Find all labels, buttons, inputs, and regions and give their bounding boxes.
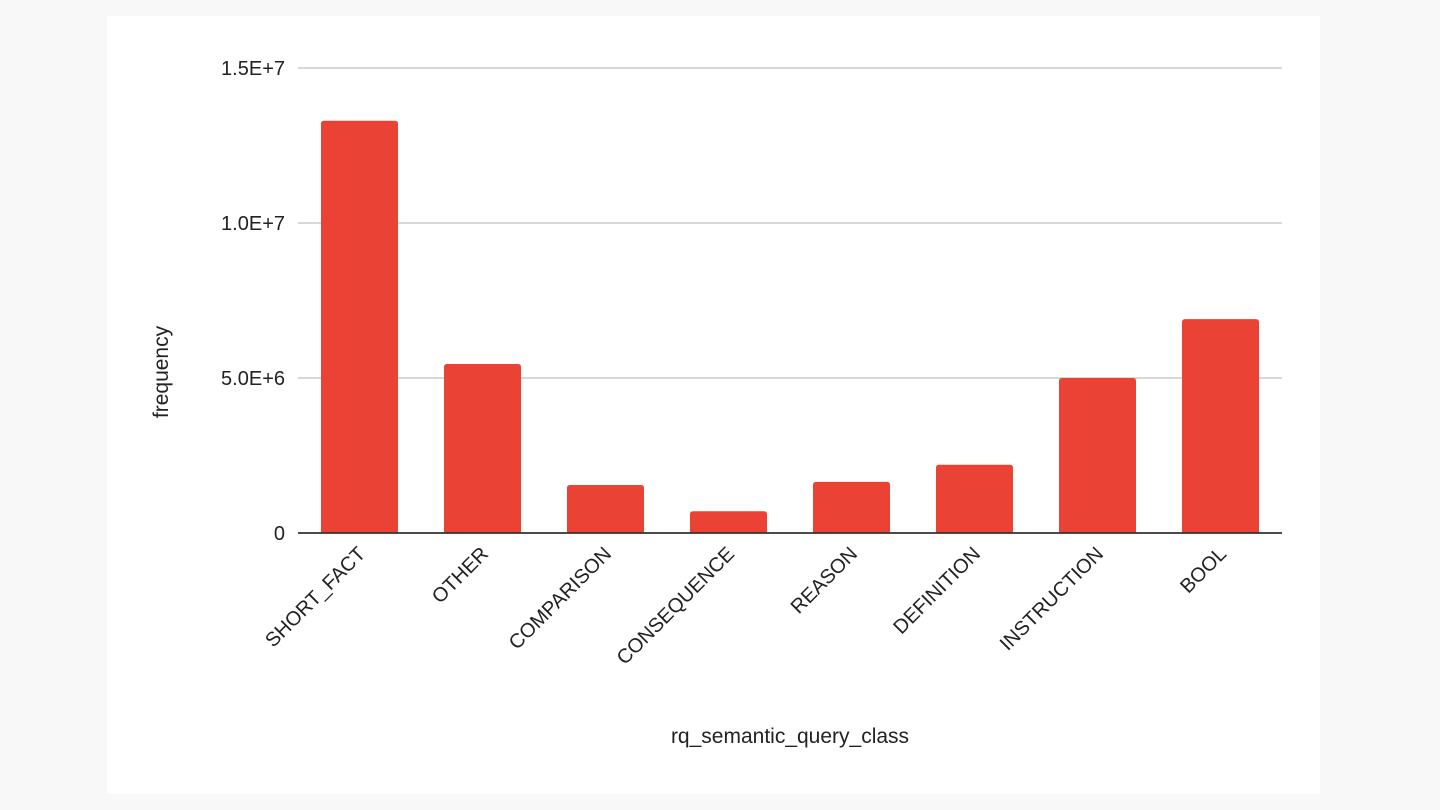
x-tick-label: COMPARISON: [505, 543, 616, 654]
x-tick-label: INSTRUCTION: [996, 543, 1108, 655]
x-tick-label: OTHER: [428, 543, 493, 608]
y-tick-label: 1.5E+7: [221, 58, 285, 80]
y-tick-label: 0: [274, 523, 285, 545]
x-tick-label: SHORT_FACT: [261, 543, 370, 652]
x-axis-title: rq_semantic_query_class: [671, 725, 909, 748]
bars: [321, 120, 1259, 533]
x-tick-label: BOOL: [1176, 543, 1231, 598]
y-axis-title: frequency: [150, 325, 173, 418]
bar-reason: [813, 481, 890, 533]
x-tick-label: DEFINITION: [889, 543, 985, 639]
bar-comparison: [567, 484, 644, 533]
y-tick-label: 1.0E+7: [221, 213, 285, 235]
gridlines: [298, 67, 1282, 379]
bar-other: [444, 364, 521, 533]
bar-instruction: [1059, 378, 1136, 533]
x-tick-label: CONSEQUENCE: [613, 543, 739, 669]
y-axis-ticks: 0 5.0E+6 1.0E+7 1.5E+7: [221, 58, 285, 545]
bar-short-fact: [321, 120, 398, 533]
bar-bool: [1182, 319, 1259, 533]
bar-definition: [936, 464, 1013, 533]
y-tick-label: 5.0E+6: [221, 368, 285, 390]
x-tick-label: REASON: [787, 543, 862, 618]
bar-consequence: [690, 511, 767, 533]
